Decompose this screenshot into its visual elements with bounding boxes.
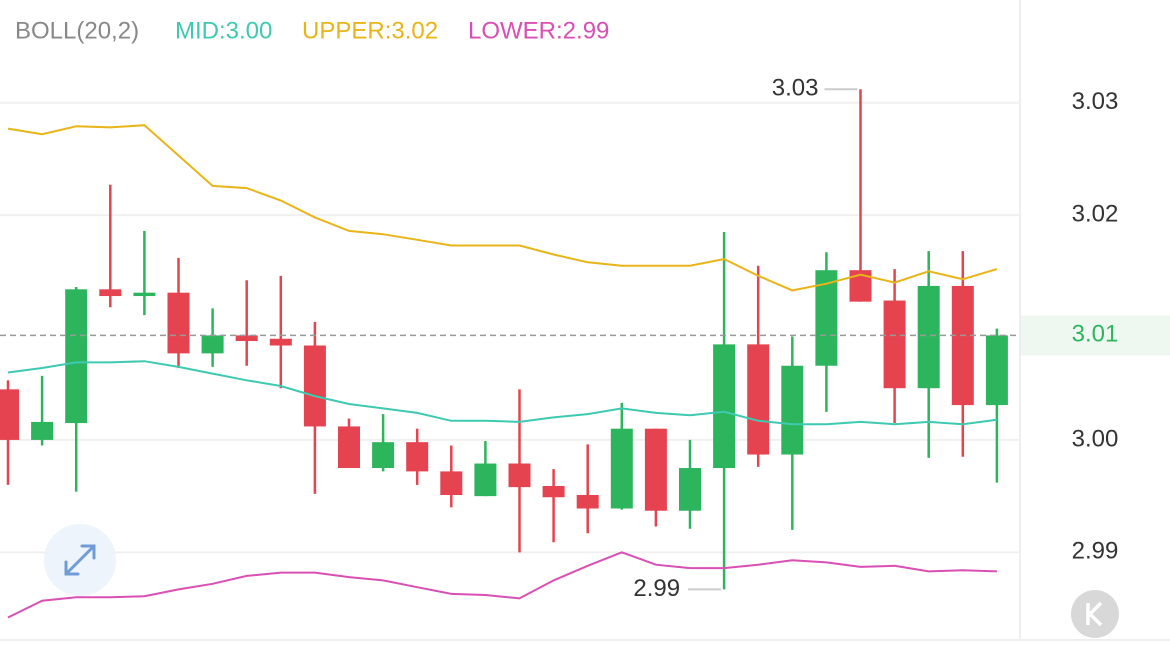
low-annotation: 2.99	[633, 575, 680, 602]
boll-line	[7, 124, 998, 292]
candle-body	[576, 495, 599, 509]
candle	[815, 252, 838, 412]
candle	[303, 321, 326, 494]
candle	[133, 230, 156, 316]
candle	[269, 275, 292, 389]
candle	[0, 380, 19, 485]
high-annotation: 3.03	[772, 75, 819, 102]
kline-icon[interactable]	[1086, 601, 1103, 627]
indicator-label: BOLL(20,2)	[15, 17, 139, 44]
candle	[985, 328, 1008, 483]
candle	[99, 184, 122, 308]
candle	[951, 251, 974, 457]
candle	[747, 265, 770, 467]
y-tick-label: 3.02	[1072, 200, 1119, 227]
candle	[201, 308, 224, 367]
kline-button-bg[interactable]	[1071, 590, 1119, 638]
last-price-bg	[1021, 315, 1170, 356]
candle-body	[406, 442, 429, 472]
candle	[849, 89, 872, 302]
candle-body	[849, 270, 872, 302]
candle	[167, 257, 190, 368]
candle	[406, 428, 429, 485]
candle-body	[883, 300, 906, 389]
boll-line	[7, 360, 998, 426]
candle-body	[0, 389, 19, 440]
candle	[508, 389, 531, 553]
candle	[644, 428, 667, 527]
candle	[31, 375, 54, 446]
y-tick-label: 3.03	[1072, 88, 1119, 115]
legend-label: UPPER:3.02	[302, 17, 438, 44]
candle	[542, 469, 565, 543]
candle-body	[985, 335, 1008, 406]
candle-body	[65, 289, 88, 424]
boll-line	[7, 551, 997, 619]
candle	[440, 445, 463, 508]
candle-body	[781, 365, 804, 455]
candle	[235, 280, 258, 366]
candle	[65, 287, 88, 492]
y-tick-label: 3.00	[1072, 425, 1119, 452]
legend-label: LOWER:2.99	[468, 17, 609, 44]
candle-body	[440, 471, 463, 495]
candle-body	[542, 486, 565, 498]
candle-body	[508, 463, 531, 488]
candle-body	[644, 428, 667, 511]
candle-body	[235, 335, 258, 342]
candle-body	[747, 344, 770, 455]
candle-body	[167, 292, 190, 354]
last-price-label: 3.01	[1072, 321, 1119, 348]
candle-body	[815, 270, 838, 366]
candle	[781, 336, 804, 530]
candle-body	[201, 335, 224, 354]
candle-body	[133, 292, 156, 297]
candle	[576, 444, 599, 534]
candle	[474, 441, 497, 497]
candle	[917, 251, 940, 458]
candle-body	[610, 428, 633, 509]
candle	[372, 414, 395, 472]
expand-button[interactable]	[44, 524, 116, 596]
candle	[713, 231, 736, 590]
candle-body	[917, 285, 940, 389]
kline-button[interactable]	[1071, 590, 1119, 638]
candle-body	[269, 338, 292, 346]
candle-body	[338, 426, 360, 469]
candle	[610, 402, 633, 510]
candle	[338, 418, 360, 469]
candle-body	[31, 421, 54, 440]
candle	[883, 269, 906, 424]
candle-body	[303, 345, 326, 427]
candle-body	[474, 463, 497, 497]
y-tick-label: 2.99	[1072, 538, 1119, 565]
candle-body	[713, 344, 736, 469]
candle-body	[99, 289, 122, 297]
candle-body	[951, 285, 974, 406]
legend-label: MID:3.00	[175, 17, 272, 44]
candle-body	[679, 468, 701, 511]
expand-icon[interactable]	[64, 544, 96, 576]
candle-body	[372, 442, 395, 469]
candle	[679, 439, 701, 529]
